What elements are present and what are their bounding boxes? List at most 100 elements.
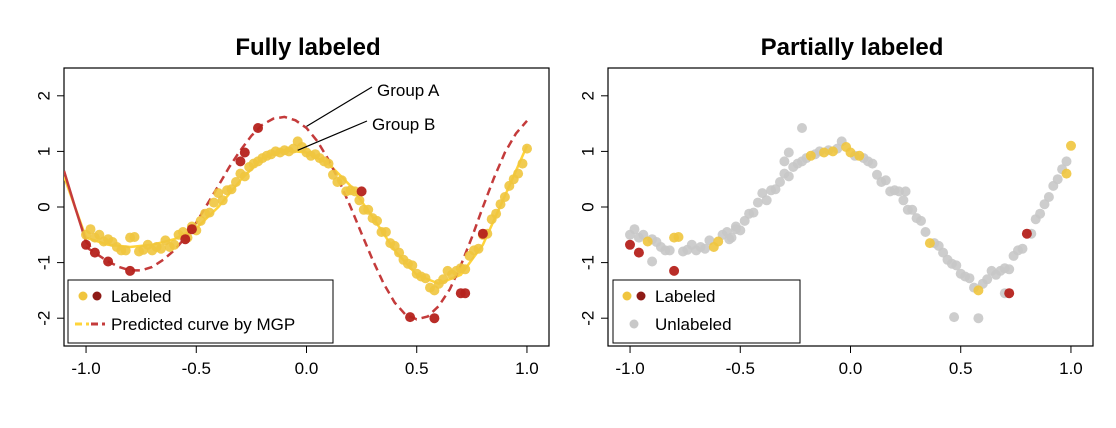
point-group-unlabeled bbox=[752, 197, 763, 208]
y-axis: 2 1 0 -1 -2 bbox=[35, 91, 64, 326]
point-group-a bbox=[1061, 168, 1072, 179]
point-group-a bbox=[517, 158, 528, 169]
x-axis: -1.0 -0.5 0.0 0.5 1.0 bbox=[71, 346, 539, 378]
point-group-b bbox=[669, 265, 680, 276]
annotation-label: Group B bbox=[372, 115, 435, 134]
point-group-a bbox=[819, 147, 829, 158]
point-group-b bbox=[81, 239, 91, 250]
point-group-unlabeled bbox=[629, 224, 640, 235]
annotation-label: Group A bbox=[377, 81, 440, 100]
y-tick-label: -1 bbox=[35, 255, 54, 270]
point-group-unlabeled bbox=[949, 312, 960, 323]
y-tick-label: 1 bbox=[35, 147, 54, 156]
point-group-unlabeled bbox=[700, 243, 710, 254]
point-group-a bbox=[491, 208, 502, 219]
point-group-unlabeled bbox=[664, 245, 675, 256]
point-group-unlabeled bbox=[647, 256, 658, 267]
point-group-b bbox=[253, 123, 263, 133]
point-group-b bbox=[625, 239, 635, 250]
chart-title: Fully labeled bbox=[235, 34, 380, 61]
point-group-b bbox=[429, 313, 440, 324]
point-group-a bbox=[924, 238, 935, 249]
point-group-unlabeled bbox=[900, 186, 911, 197]
point-group-a bbox=[473, 243, 484, 254]
point-group-a bbox=[460, 264, 471, 275]
legend-marker-a bbox=[78, 291, 88, 301]
point-group-unlabeled bbox=[761, 195, 772, 206]
point-group-a bbox=[673, 232, 684, 242]
data-points bbox=[625, 123, 1076, 324]
panel-partially-labeled: Partially labeled -1.0 -0.5 0.0 0.5 1.0 2 1 0 -… bbox=[579, 34, 1094, 378]
y-tick-label: 2 bbox=[35, 91, 54, 100]
point-group-unlabeled bbox=[757, 188, 768, 199]
y-axis: 2 1 0 -1 -2 bbox=[579, 91, 608, 326]
y-tick-label: 1 bbox=[579, 147, 598, 156]
point-group-a bbox=[805, 150, 816, 161]
point-group-unlabeled bbox=[1035, 208, 1046, 219]
point-group-a bbox=[156, 243, 166, 254]
annotations: Group A Group B bbox=[297, 81, 440, 151]
legend-label-0: Labeled bbox=[655, 287, 716, 306]
y-tick-label: 0 bbox=[35, 202, 54, 211]
point-group-a bbox=[363, 204, 374, 215]
point-group-unlabeled bbox=[973, 313, 984, 324]
point-group-b bbox=[186, 224, 197, 235]
point-group-a bbox=[195, 215, 206, 226]
legend-label-1: Unlabeled bbox=[655, 315, 732, 334]
point-group-b bbox=[633, 247, 644, 258]
x-tick-label: 0.5 bbox=[405, 359, 429, 378]
point-group-b bbox=[239, 147, 250, 158]
x-tick-label: -0.5 bbox=[182, 359, 211, 378]
point-group-a bbox=[854, 150, 865, 161]
point-group-a bbox=[129, 232, 140, 242]
point-group-a bbox=[642, 236, 653, 247]
point-group-a bbox=[336, 175, 347, 186]
point-group-a bbox=[394, 247, 405, 258]
x-tick-label: -0.5 bbox=[726, 359, 755, 378]
point-group-unlabeled bbox=[770, 184, 781, 195]
point-group-a bbox=[407, 260, 418, 271]
point-group-a bbox=[513, 168, 524, 179]
point-group-a bbox=[354, 195, 365, 206]
point-group-unlabeled bbox=[726, 232, 737, 243]
point-group-b bbox=[405, 312, 416, 323]
curve-group-b-dashed bbox=[85, 115, 528, 321]
point-group-unlabeled bbox=[1052, 174, 1063, 185]
point-group-b bbox=[1021, 228, 1032, 239]
x-tick-label: -1.0 bbox=[71, 359, 100, 378]
point-group-a bbox=[827, 146, 838, 157]
x-tick-label: 0.5 bbox=[949, 359, 973, 378]
point-group-b bbox=[356, 186, 367, 197]
point-group-unlabeled bbox=[797, 123, 807, 133]
point-group-a bbox=[217, 195, 228, 206]
x-tick-label: -1.0 bbox=[615, 359, 644, 378]
point-group-unlabeled bbox=[916, 215, 926, 226]
point-group-a bbox=[208, 197, 219, 208]
point-group-a bbox=[713, 236, 724, 247]
point-group-a bbox=[231, 177, 241, 187]
point-group-unlabeled bbox=[1004, 264, 1015, 275]
point-group-unlabeled bbox=[779, 156, 790, 167]
point-group-b bbox=[103, 256, 114, 267]
point-group-a bbox=[522, 143, 532, 154]
point-group-unlabeled bbox=[775, 177, 785, 187]
x-tick-label: 1.0 bbox=[1059, 359, 1083, 378]
x-axis: -1.0 -0.5 0.0 0.5 1.0 bbox=[615, 346, 1083, 378]
annotation-line bbox=[297, 120, 368, 151]
point-group-a bbox=[420, 273, 431, 284]
legend-marker-b bbox=[92, 291, 102, 301]
point-group-a bbox=[845, 147, 856, 158]
point-group-unlabeled bbox=[907, 204, 918, 215]
point-group-b bbox=[460, 288, 471, 299]
y-tick-label: -2 bbox=[579, 311, 598, 326]
legend: Labeled Unlabeled bbox=[612, 279, 801, 344]
point-group-unlabeled bbox=[1061, 156, 1072, 167]
x-tick-label: 0.0 bbox=[839, 359, 863, 378]
legend-marker-b bbox=[636, 291, 646, 301]
point-group-unlabeled bbox=[748, 207, 759, 218]
legend-label-0: Labeled bbox=[111, 287, 172, 306]
point-group-unlabeled bbox=[982, 274, 993, 285]
point-group-b bbox=[89, 247, 100, 258]
point-group-a bbox=[328, 169, 338, 180]
